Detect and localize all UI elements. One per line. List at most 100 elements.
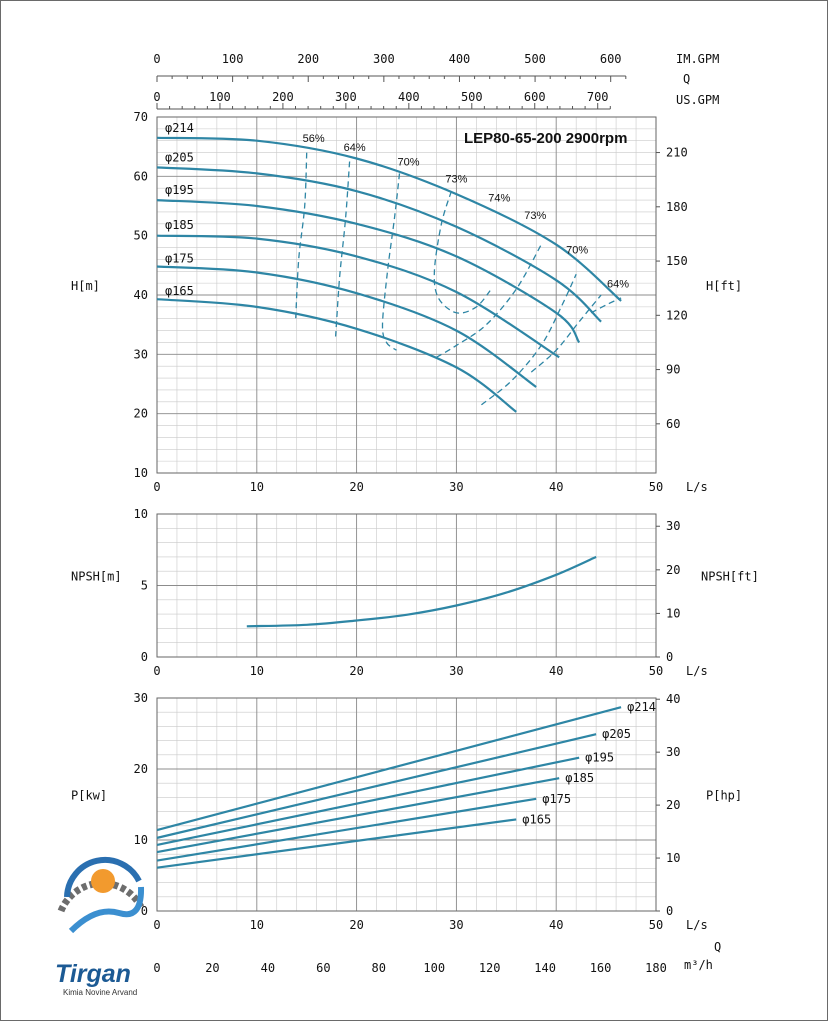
y-right-axis-label: P[hp] bbox=[706, 789, 742, 803]
chart-panel-3: 0 10 20 30 40 50 L/s 0 10 20 30 P[kw] 0 10 20 30 40 P[hp]… bbox=[71, 691, 742, 975]
top-axis-tick-label: 500 bbox=[461, 90, 483, 104]
efficiency-curve bbox=[530, 294, 602, 373]
y-right-tick-label: 180 bbox=[666, 200, 688, 214]
chart-panel-1: 0 10 20 30 40 50 L/s 10 20 30 40 50 60 70 H[m] 60 90 120 1… bbox=[71, 52, 742, 494]
efficiency-curve bbox=[295, 152, 308, 319]
series-line bbox=[156, 797, 537, 862]
y-tick-label: 60 bbox=[134, 169, 148, 183]
x-tick-label: 40 bbox=[549, 664, 563, 678]
series-end-label: φ165 bbox=[522, 812, 551, 826]
series-end-label: φ214 bbox=[627, 700, 656, 714]
series-line bbox=[156, 777, 560, 854]
y-right-tick-label: 0 bbox=[666, 904, 673, 918]
impeller-label: φ185 bbox=[165, 218, 194, 232]
x-tick-label: 0 bbox=[153, 480, 160, 494]
bottom-axis-tick-label: 180 bbox=[645, 961, 667, 975]
y-tick-label: 10 bbox=[134, 507, 148, 521]
x-tick-label: 30 bbox=[449, 480, 463, 494]
x-tick-label: 30 bbox=[449, 664, 463, 678]
efficiency-label: 70% bbox=[397, 157, 419, 169]
x-tick-label: 10 bbox=[250, 480, 264, 494]
series-line bbox=[156, 234, 560, 359]
efficiency-curve bbox=[480, 273, 577, 406]
efficiency-curve bbox=[436, 244, 542, 358]
bottom-axis-tick-label: 120 bbox=[479, 961, 501, 975]
y-right-tick-label: 120 bbox=[666, 308, 688, 322]
series-line bbox=[156, 818, 517, 869]
efficiency-label: 64% bbox=[607, 278, 629, 290]
x-tick-label: 10 bbox=[250, 664, 264, 678]
x-tick-label: 0 bbox=[153, 664, 160, 678]
chart-panel-2: 0 10 20 30 40 50 L/s 0 5 10 NPSH[m] 0 10 20 30 NPSH[ft] bbox=[71, 507, 759, 678]
bottom-axis-tick-label: 80 bbox=[372, 961, 386, 975]
top-axis-tick-label: 600 bbox=[600, 52, 622, 66]
y-right-axis-label: NPSH[ft] bbox=[701, 570, 759, 584]
y-right-tick-label: 90 bbox=[666, 363, 680, 377]
top-axis-tick-label: 100 bbox=[222, 52, 244, 66]
y-right-tick-label: 10 bbox=[666, 851, 680, 865]
x-tick-label: 0 bbox=[153, 918, 160, 932]
top-axis-tick-label: 200 bbox=[272, 90, 294, 104]
bottom-axis-tick-label: 140 bbox=[534, 961, 556, 975]
y-tick-label: 0 bbox=[141, 904, 148, 918]
efficiency-curve bbox=[334, 161, 351, 337]
plot-border bbox=[156, 513, 657, 658]
efficiency-label: 73% bbox=[445, 173, 467, 185]
logo-wave-icon bbox=[68, 886, 145, 934]
efficiency-curve bbox=[381, 173, 401, 351]
y-axis-label: H[m] bbox=[71, 279, 100, 293]
bottom-axis-tick-label: 20 bbox=[205, 961, 219, 975]
impeller-label: φ175 bbox=[165, 251, 194, 265]
logo-title: Tirgan bbox=[55, 960, 131, 988]
impeller-label: φ165 bbox=[165, 284, 194, 298]
series-line bbox=[156, 706, 622, 832]
y-axis-label: NPSH[m] bbox=[71, 570, 122, 584]
chart-title: LEP80-65-200 2900rpm bbox=[464, 130, 627, 147]
y-right-axis-label: H[ft] bbox=[706, 279, 742, 293]
x-tick-label: 50 bbox=[649, 664, 663, 678]
top-axis-tick-label: 0 bbox=[153, 90, 160, 104]
x-tick-label: 20 bbox=[349, 480, 363, 494]
efficiency-label: 70% bbox=[566, 244, 588, 256]
bottom-axis-tick-label: 100 bbox=[423, 961, 445, 975]
top-axis-tick-label: 400 bbox=[398, 90, 420, 104]
x-tick-label: 50 bbox=[649, 480, 663, 494]
efficiency-label: 73% bbox=[524, 210, 546, 222]
grid-lines bbox=[156, 697, 657, 912]
series-line bbox=[156, 166, 602, 323]
series-line bbox=[156, 298, 517, 413]
y-axis-label: P[kw] bbox=[71, 789, 107, 803]
top-axis-label: US.GPM bbox=[676, 93, 719, 107]
y-tick-label: 50 bbox=[134, 229, 148, 243]
efficiency-curve bbox=[433, 191, 492, 314]
top-axis-tick-label: 200 bbox=[297, 52, 319, 66]
y-right-tick-label: 60 bbox=[666, 417, 680, 431]
top-axis-tick-label: 300 bbox=[335, 90, 357, 104]
y-tick-label: 70 bbox=[134, 110, 148, 124]
top-axis-1: 0 100 200 300 400 500 600 IM.GPM bbox=[153, 52, 719, 82]
y-tick-label: 10 bbox=[134, 833, 148, 847]
x-axis-label: L/s bbox=[686, 918, 708, 932]
impeller-label: φ195 bbox=[165, 183, 194, 197]
efficiency-label: 56% bbox=[303, 133, 325, 145]
x-tick-label: 20 bbox=[349, 664, 363, 678]
y-right-tick-label: 150 bbox=[666, 254, 688, 268]
efficiency-label: 64% bbox=[344, 142, 366, 154]
top-axis-tick-label: 300 bbox=[373, 52, 395, 66]
x-tick-label: 40 bbox=[549, 480, 563, 494]
tirgan-logo: Tirgan Kimia Novine Arvand bbox=[55, 856, 145, 997]
x-tick-label: 20 bbox=[349, 918, 363, 932]
x-tick-label: 10 bbox=[250, 918, 264, 932]
top-axis-2: 0 100 200 300 400 500 600 700 US.GPM bbox=[153, 90, 719, 110]
x-axis-label: L/s bbox=[686, 480, 708, 494]
grid-lines bbox=[156, 513, 657, 658]
bottom-axis-tick-label: 0 bbox=[153, 961, 160, 975]
plot-border bbox=[156, 116, 657, 474]
x-tick-label: 30 bbox=[449, 918, 463, 932]
bottom-axis-tick-label: 60 bbox=[316, 961, 330, 975]
top-axis-tick-label: 600 bbox=[524, 90, 546, 104]
y-tick-label: 10 bbox=[134, 466, 148, 480]
x-axis-label: L/s bbox=[686, 664, 708, 678]
